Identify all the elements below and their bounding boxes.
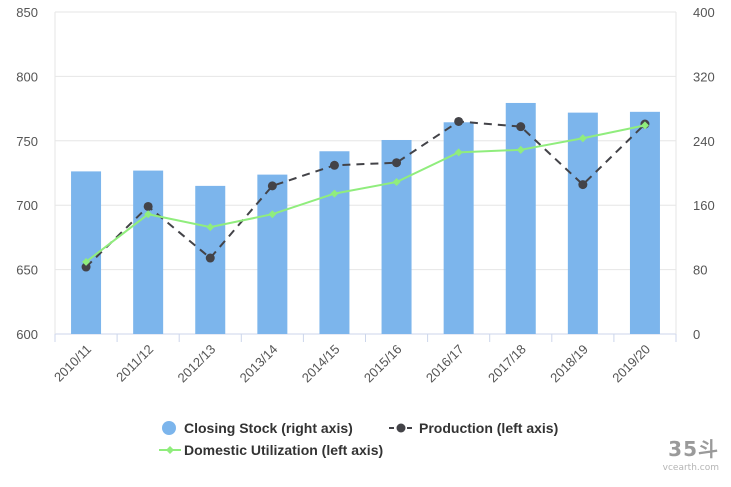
right-tick-label: 400: [693, 5, 715, 20]
legend-label: Domestic Utilization (left axis): [184, 442, 383, 458]
production-point: [267, 181, 277, 191]
closing-stock-bar: [319, 151, 350, 334]
production-point: [329, 160, 339, 170]
production-line: [85, 120, 646, 268]
right-tick-label: 320: [693, 69, 715, 84]
domestic-point: [392, 178, 401, 187]
production-point: [454, 116, 464, 126]
domestic-point: [640, 121, 649, 130]
production-point: [516, 122, 526, 132]
legend-label: Closing Stock (right axis): [184, 420, 353, 436]
left-axis-ticks: 600 650 700 750 800 850: [16, 5, 38, 342]
x-axis-ticks: 2010/11 2011/12 2012/13 2013/14 2014/15 2015/…: [51, 342, 653, 386]
x-tick-label: 2016/17: [423, 342, 467, 386]
x-tick-label: 2011/12: [113, 342, 156, 385]
legend-domestic-symbol: [166, 446, 174, 454]
domestic-point: [330, 189, 339, 198]
production-point: [205, 253, 215, 263]
left-tick-label: 850: [16, 5, 38, 20]
x-tick-label: 2019/20: [609, 342, 653, 386]
x-tick-label: 2017/18: [485, 342, 529, 386]
domestic-point: [82, 257, 91, 266]
x-tick-label: 2013/14: [237, 342, 281, 386]
production-point: [578, 180, 588, 190]
closing-stock-bars: [71, 102, 660, 334]
legend-label: Production (left axis): [419, 420, 558, 436]
domestic-point: [206, 223, 215, 232]
left-tick-label: 800: [16, 69, 38, 84]
domestic-point: [516, 145, 525, 154]
domestic-line: [85, 124, 646, 263]
closing-stock-bar: [567, 112, 598, 334]
production-point: [143, 201, 153, 211]
left-tick-label: 600: [16, 327, 38, 342]
right-tick-label: 160: [693, 198, 715, 213]
left-tick-label: 650: [16, 263, 38, 278]
right-tick-label: 80: [693, 263, 707, 278]
closing-stock-bar: [71, 171, 102, 334]
line-series: [81, 116, 650, 272]
x-tick-label: 2014/15: [299, 342, 343, 386]
watermark-logo: 35斗: [668, 437, 719, 461]
x-tick-label: 2018/19: [547, 342, 591, 386]
domestic-point: [454, 148, 463, 157]
x-tick-label: 2015/16: [361, 342, 405, 386]
watermark-site: vcearth.com: [662, 463, 719, 473]
production-point: [81, 262, 91, 272]
right-tick-label: 240: [693, 134, 715, 149]
legend: Closing Stock (right axis) Production (le…: [159, 420, 558, 458]
x-tick-label: 2010/11: [51, 342, 94, 385]
domestic-point: [268, 210, 277, 219]
x-tick-label: 2012/13: [175, 342, 219, 386]
closing-stock-bar: [629, 111, 660, 334]
legend-production-symbol: [396, 423, 406, 433]
closing-stock-bar: [257, 174, 288, 334]
closing-stock-bar: [505, 102, 536, 334]
domestic-point: [578, 134, 587, 143]
right-tick-label: 0: [693, 327, 700, 342]
domestic-point: [144, 210, 153, 219]
closing-stock-bar: [133, 170, 164, 334]
legend-bar-symbol: [162, 421, 176, 435]
left-tick-label: 700: [16, 198, 38, 213]
watermark: 35斗 vcearth.com: [663, 433, 719, 473]
production-point: [392, 158, 402, 168]
left-tick-label: 750: [16, 134, 38, 149]
right-axis-ticks: 0 80 160 240 320 400: [693, 5, 715, 342]
closing-stock-bar: [381, 139, 412, 334]
